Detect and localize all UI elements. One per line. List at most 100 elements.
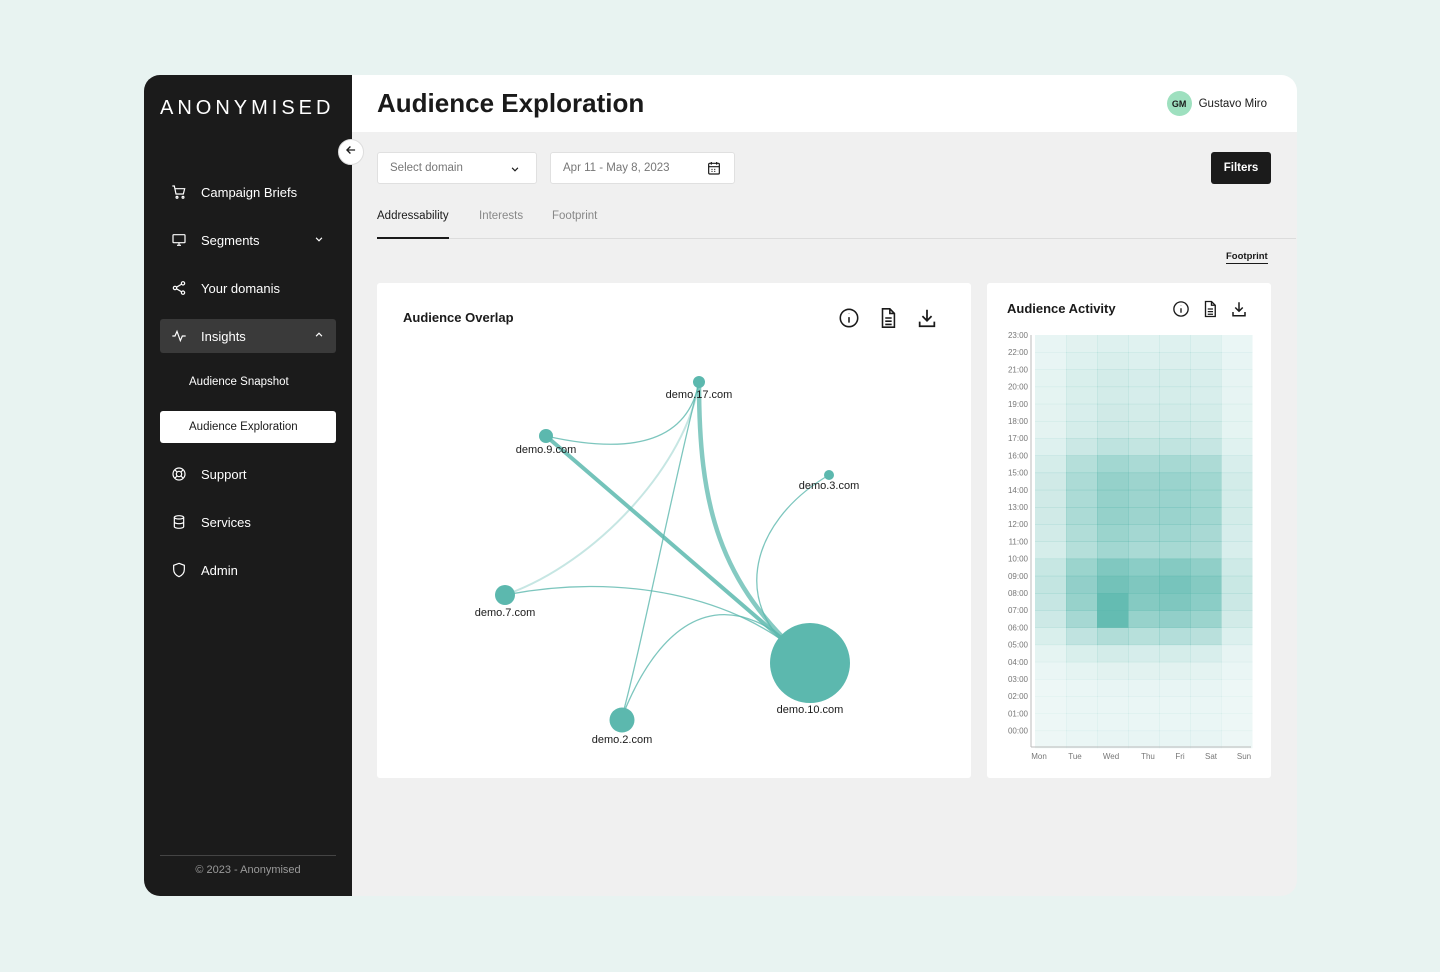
heatmap-cell [1190, 661, 1222, 680]
heatmap-cell [1128, 438, 1160, 456]
node-label: demo.10.com [777, 704, 844, 716]
filters-button[interactable]: Filters [1211, 152, 1271, 184]
footprint-link[interactable]: Footprint [1226, 251, 1268, 264]
heatmap-cell [1159, 696, 1191, 714]
heatmap-cell [1035, 575, 1067, 594]
heatmap-cell [1097, 575, 1129, 594]
heatmap-cell [1066, 730, 1098, 749]
card-title: Audience Overlap [403, 310, 514, 325]
y-tick-label: 06:00 [1008, 623, 1029, 632]
heatmap-cell [1128, 679, 1160, 697]
heatmap-cell [1097, 661, 1129, 680]
y-tick-label: 20:00 [1008, 383, 1029, 392]
heatmap-cell [1159, 472, 1191, 491]
heatmap-cell [1159, 524, 1191, 542]
heatmap-cell [1221, 403, 1253, 422]
x-tick-label: Tue [1068, 752, 1082, 761]
heatmap-cell [1190, 679, 1222, 697]
tab-addressability[interactable]: Addressability [377, 210, 449, 239]
heatmap-cell [1097, 558, 1129, 577]
sidebar-subitem-audience-exploration[interactable]: Audience Exploration [160, 411, 336, 443]
node-demo-10[interactable] [770, 623, 850, 703]
heatmap-cell [1035, 386, 1067, 405]
heatmap-cell [1035, 507, 1067, 525]
heatmap-cell [1066, 386, 1098, 405]
domain-select[interactable]: Select domain [377, 152, 537, 184]
sidebar-item-services[interactable]: Services [160, 505, 336, 539]
heatmap-cell [1190, 403, 1222, 422]
y-tick-label: 04:00 [1008, 658, 1029, 667]
heatmap-cell [1097, 438, 1129, 456]
node-demo-7[interactable] [495, 585, 515, 605]
sidebar-item-campaign-briefs[interactable]: Campaign Briefs [160, 175, 336, 209]
heatmap-cell [1159, 455, 1191, 474]
heatmap-cell [1066, 713, 1098, 732]
edge [504, 381, 700, 596]
heatmap-cell [1066, 610, 1098, 628]
tab-footprint[interactable]: Footprint [552, 210, 598, 222]
heatmap-cell [1035, 558, 1067, 577]
heatmap-cell [1159, 730, 1191, 749]
sidebar-item-support[interactable]: Support [160, 457, 336, 491]
node-demo-3[interactable] [824, 470, 834, 480]
info-icon[interactable] [1172, 300, 1190, 323]
node-demo-9[interactable] [539, 429, 553, 443]
heatmap-cell [1221, 335, 1253, 353]
user-menu[interactable]: GM Gustavo Miro [1166, 91, 1267, 116]
share-icon [170, 279, 188, 297]
chevron-down-icon [508, 162, 522, 179]
heatmap-cell [1035, 455, 1067, 474]
heatmap-cell [1221, 352, 1253, 370]
info-icon[interactable] [838, 307, 860, 334]
heatmap-cell [1221, 644, 1253, 663]
heatmap-cell [1066, 472, 1098, 491]
copyright-text: © 2023 - Anonymised [195, 864, 301, 876]
node-demo-2[interactable] [609, 707, 635, 733]
heatmap-cell [1221, 386, 1253, 405]
heatmap-cell [1128, 661, 1160, 680]
y-tick-label: 21:00 [1008, 365, 1029, 374]
date-range-picker[interactable]: Apr 11 - May 8, 2023 [550, 152, 735, 184]
heatmap-cell [1190, 472, 1222, 491]
heatmap-cell [1097, 679, 1129, 697]
download-icon[interactable] [916, 307, 938, 334]
heatmap-cell [1035, 696, 1067, 714]
tab-bar: Addressability Interests Footprint [377, 206, 1296, 239]
heatmap-cell [1221, 558, 1253, 577]
heatmap-cell [1097, 644, 1129, 663]
heatmap-cell [1035, 472, 1067, 491]
heatmap-cell [1066, 403, 1098, 422]
heatmap-cell [1066, 438, 1098, 456]
heatmap-cell [1190, 369, 1222, 388]
sidebar-subitem-audience-snapshot[interactable]: Audience Snapshot [189, 376, 289, 388]
heatmap-cell [1066, 369, 1098, 388]
sidebar-item-your-domains[interactable]: Your domanis [160, 271, 336, 305]
heatmap-cell [1066, 644, 1098, 663]
heatmap-cell [1066, 541, 1098, 560]
document-icon[interactable] [1201, 300, 1219, 323]
heatmap-cell [1066, 507, 1098, 525]
sidebar-item-admin[interactable]: Admin [160, 553, 336, 587]
heatmap-cell [1066, 627, 1098, 646]
y-tick-label: 10:00 [1008, 555, 1029, 564]
x-tick-label: Wed [1103, 752, 1119, 761]
y-tick-label: 18:00 [1008, 417, 1029, 426]
heatmap-cell [1066, 335, 1098, 353]
heatmap-cell [1035, 730, 1067, 749]
heatmap-cell [1190, 610, 1222, 628]
heatmap-cell [1128, 730, 1160, 749]
sidebar-item-insights[interactable]: Insights [160, 319, 336, 353]
heatmap-cell [1066, 575, 1098, 594]
heatmap-cell [1128, 369, 1160, 388]
heatmap-cell [1159, 627, 1191, 646]
heatmap-cell [1159, 335, 1191, 353]
node-demo-17[interactable] [693, 376, 705, 388]
tab-interests[interactable]: Interests [479, 210, 524, 222]
y-tick-label: 23:00 [1008, 331, 1029, 340]
download-icon[interactable] [1230, 300, 1248, 323]
heatmap-cell [1066, 455, 1098, 474]
collapse-sidebar-button[interactable] [338, 139, 364, 165]
document-icon[interactable] [877, 307, 899, 334]
date-range-value: Apr 11 - May 8, 2023 [563, 162, 670, 174]
sidebar-item-segments[interactable]: Segments [160, 223, 336, 257]
